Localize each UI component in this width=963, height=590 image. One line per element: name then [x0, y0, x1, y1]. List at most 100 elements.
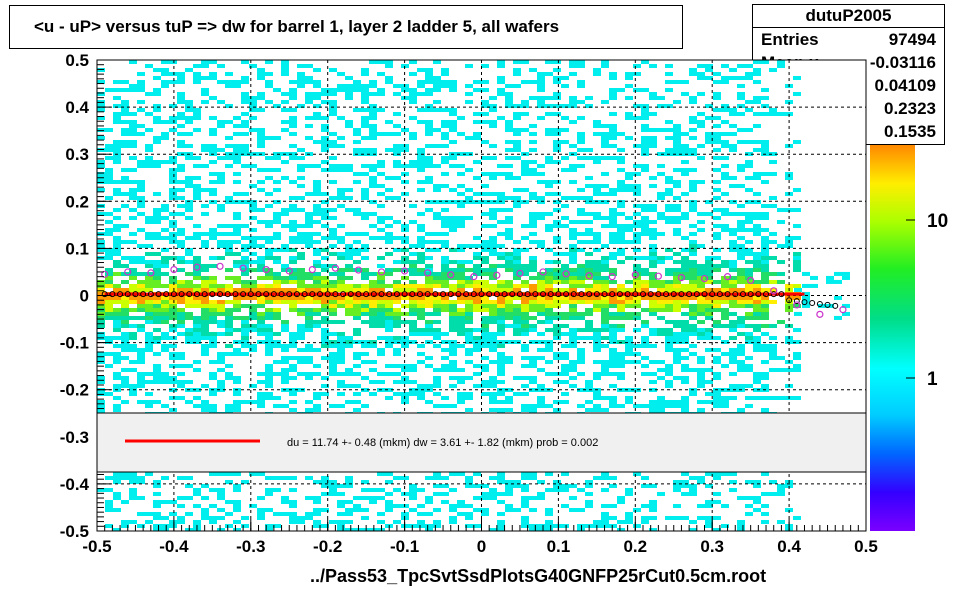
heatmap-cell	[689, 208, 697, 212]
heatmap-cell	[265, 312, 273, 316]
heatmap-cell	[185, 208, 193, 212]
heatmap-cell	[241, 248, 249, 252]
profile-mean-point	[170, 291, 177, 298]
heatmap-cell	[153, 304, 161, 308]
heatmap-cell	[585, 104, 593, 108]
heatmap-cell	[617, 240, 625, 244]
heatmap-cell	[577, 296, 585, 300]
heatmap-cell	[745, 332, 753, 336]
heatmap-cell	[689, 100, 697, 104]
profile-mean-point	[201, 291, 208, 298]
heatmap-cell	[145, 252, 153, 256]
heatmap-cell	[577, 64, 585, 68]
heatmap-cell	[257, 316, 265, 320]
heatmap-cell	[201, 204, 209, 208]
heatmap-cell	[273, 104, 281, 108]
heatmap-cell	[761, 512, 769, 516]
heatmap-cell	[169, 192, 177, 196]
heatmap-cell	[353, 296, 361, 300]
heatmap-cell	[441, 484, 449, 488]
heatmap-cell	[241, 92, 249, 96]
heatmap-cell	[257, 304, 265, 308]
heatmap-cell	[489, 224, 497, 228]
heatmap-cell	[465, 300, 473, 304]
heatmap-cell	[713, 396, 721, 400]
heatmap-cell	[489, 312, 497, 316]
heatmap-cell	[761, 104, 769, 108]
heatmap-cell	[665, 128, 673, 132]
heatmap-cell	[217, 388, 225, 392]
heatmap-cell	[697, 180, 705, 184]
heatmap-cell	[153, 484, 161, 488]
heatmap-cell	[321, 508, 329, 512]
heatmap-cell	[665, 64, 673, 68]
heatmap-cell	[177, 320, 185, 324]
heatmap-cell	[633, 300, 641, 304]
heatmap-cell	[313, 320, 321, 324]
heatmap-cell	[257, 264, 265, 268]
heatmap-cell	[129, 476, 137, 480]
heatmap-cell	[161, 404, 169, 408]
heatmap-cell	[289, 116, 297, 120]
heatmap-cell	[137, 212, 145, 216]
heatmap-cell	[393, 268, 401, 272]
heatmap-cell	[281, 160, 289, 164]
heatmap-cell	[673, 480, 681, 484]
heatmap-cell	[377, 288, 385, 292]
heatmap-cell	[385, 308, 393, 312]
heatmap-cell	[329, 168, 337, 172]
heatmap-cell	[353, 88, 361, 92]
heatmap-cell	[617, 356, 625, 360]
heatmap-cell	[145, 276, 153, 280]
heatmap-cell	[497, 280, 505, 284]
heatmap-cell	[481, 300, 489, 304]
heatmap-cell	[385, 492, 393, 496]
heatmap-cell	[385, 508, 393, 512]
heatmap-cell	[489, 272, 497, 276]
heatmap-cell	[673, 340, 681, 344]
heatmap-cell	[369, 280, 377, 284]
heatmap-cell	[193, 72, 201, 76]
heatmap-cell	[753, 304, 761, 308]
heatmap-cell	[457, 332, 465, 336]
heatmap-cell	[745, 140, 753, 144]
heatmap-cell	[473, 336, 481, 340]
heatmap-cell	[313, 212, 321, 216]
heatmap-cell	[641, 60, 649, 64]
heatmap-cell	[761, 280, 769, 284]
heatmap-cell	[401, 260, 409, 264]
profile-mean-point	[686, 291, 693, 298]
heatmap-cell	[193, 260, 201, 264]
heatmap-cell	[393, 316, 401, 320]
heatmap-cell	[97, 356, 105, 360]
heatmap-cell	[385, 268, 393, 272]
heatmap-cell	[545, 268, 553, 272]
heatmap-cell	[193, 112, 201, 116]
heatmap-cell	[537, 320, 545, 324]
heatmap-cell	[129, 332, 137, 336]
heatmap-cell	[601, 184, 609, 188]
heatmap-cell	[297, 232, 305, 236]
heatmap-cell	[649, 112, 657, 116]
heatmap-cell	[769, 152, 777, 156]
heatmap-cell	[385, 344, 393, 348]
heatmap-cell	[529, 328, 537, 332]
heatmap-cell	[257, 68, 265, 72]
heatmap-cell	[761, 96, 769, 100]
heatmap-cell	[377, 528, 385, 531]
heatmap-cell	[441, 220, 449, 224]
heatmap-cell	[505, 84, 513, 88]
heatmap-cell	[617, 528, 625, 531]
heatmap-cell	[241, 272, 249, 276]
heatmap-cell	[201, 212, 209, 216]
heatmap-cell	[129, 144, 137, 148]
heatmap-cell	[705, 104, 713, 108]
heatmap-cell	[665, 372, 673, 376]
heatmap-cell	[369, 112, 377, 116]
heatmap-cell	[281, 320, 289, 324]
heatmap-cell	[481, 320, 489, 324]
heatmap-cell	[585, 212, 593, 216]
heatmap-cell	[753, 252, 761, 256]
heatmap-cell	[161, 160, 169, 164]
heatmap-cell	[577, 148, 585, 152]
